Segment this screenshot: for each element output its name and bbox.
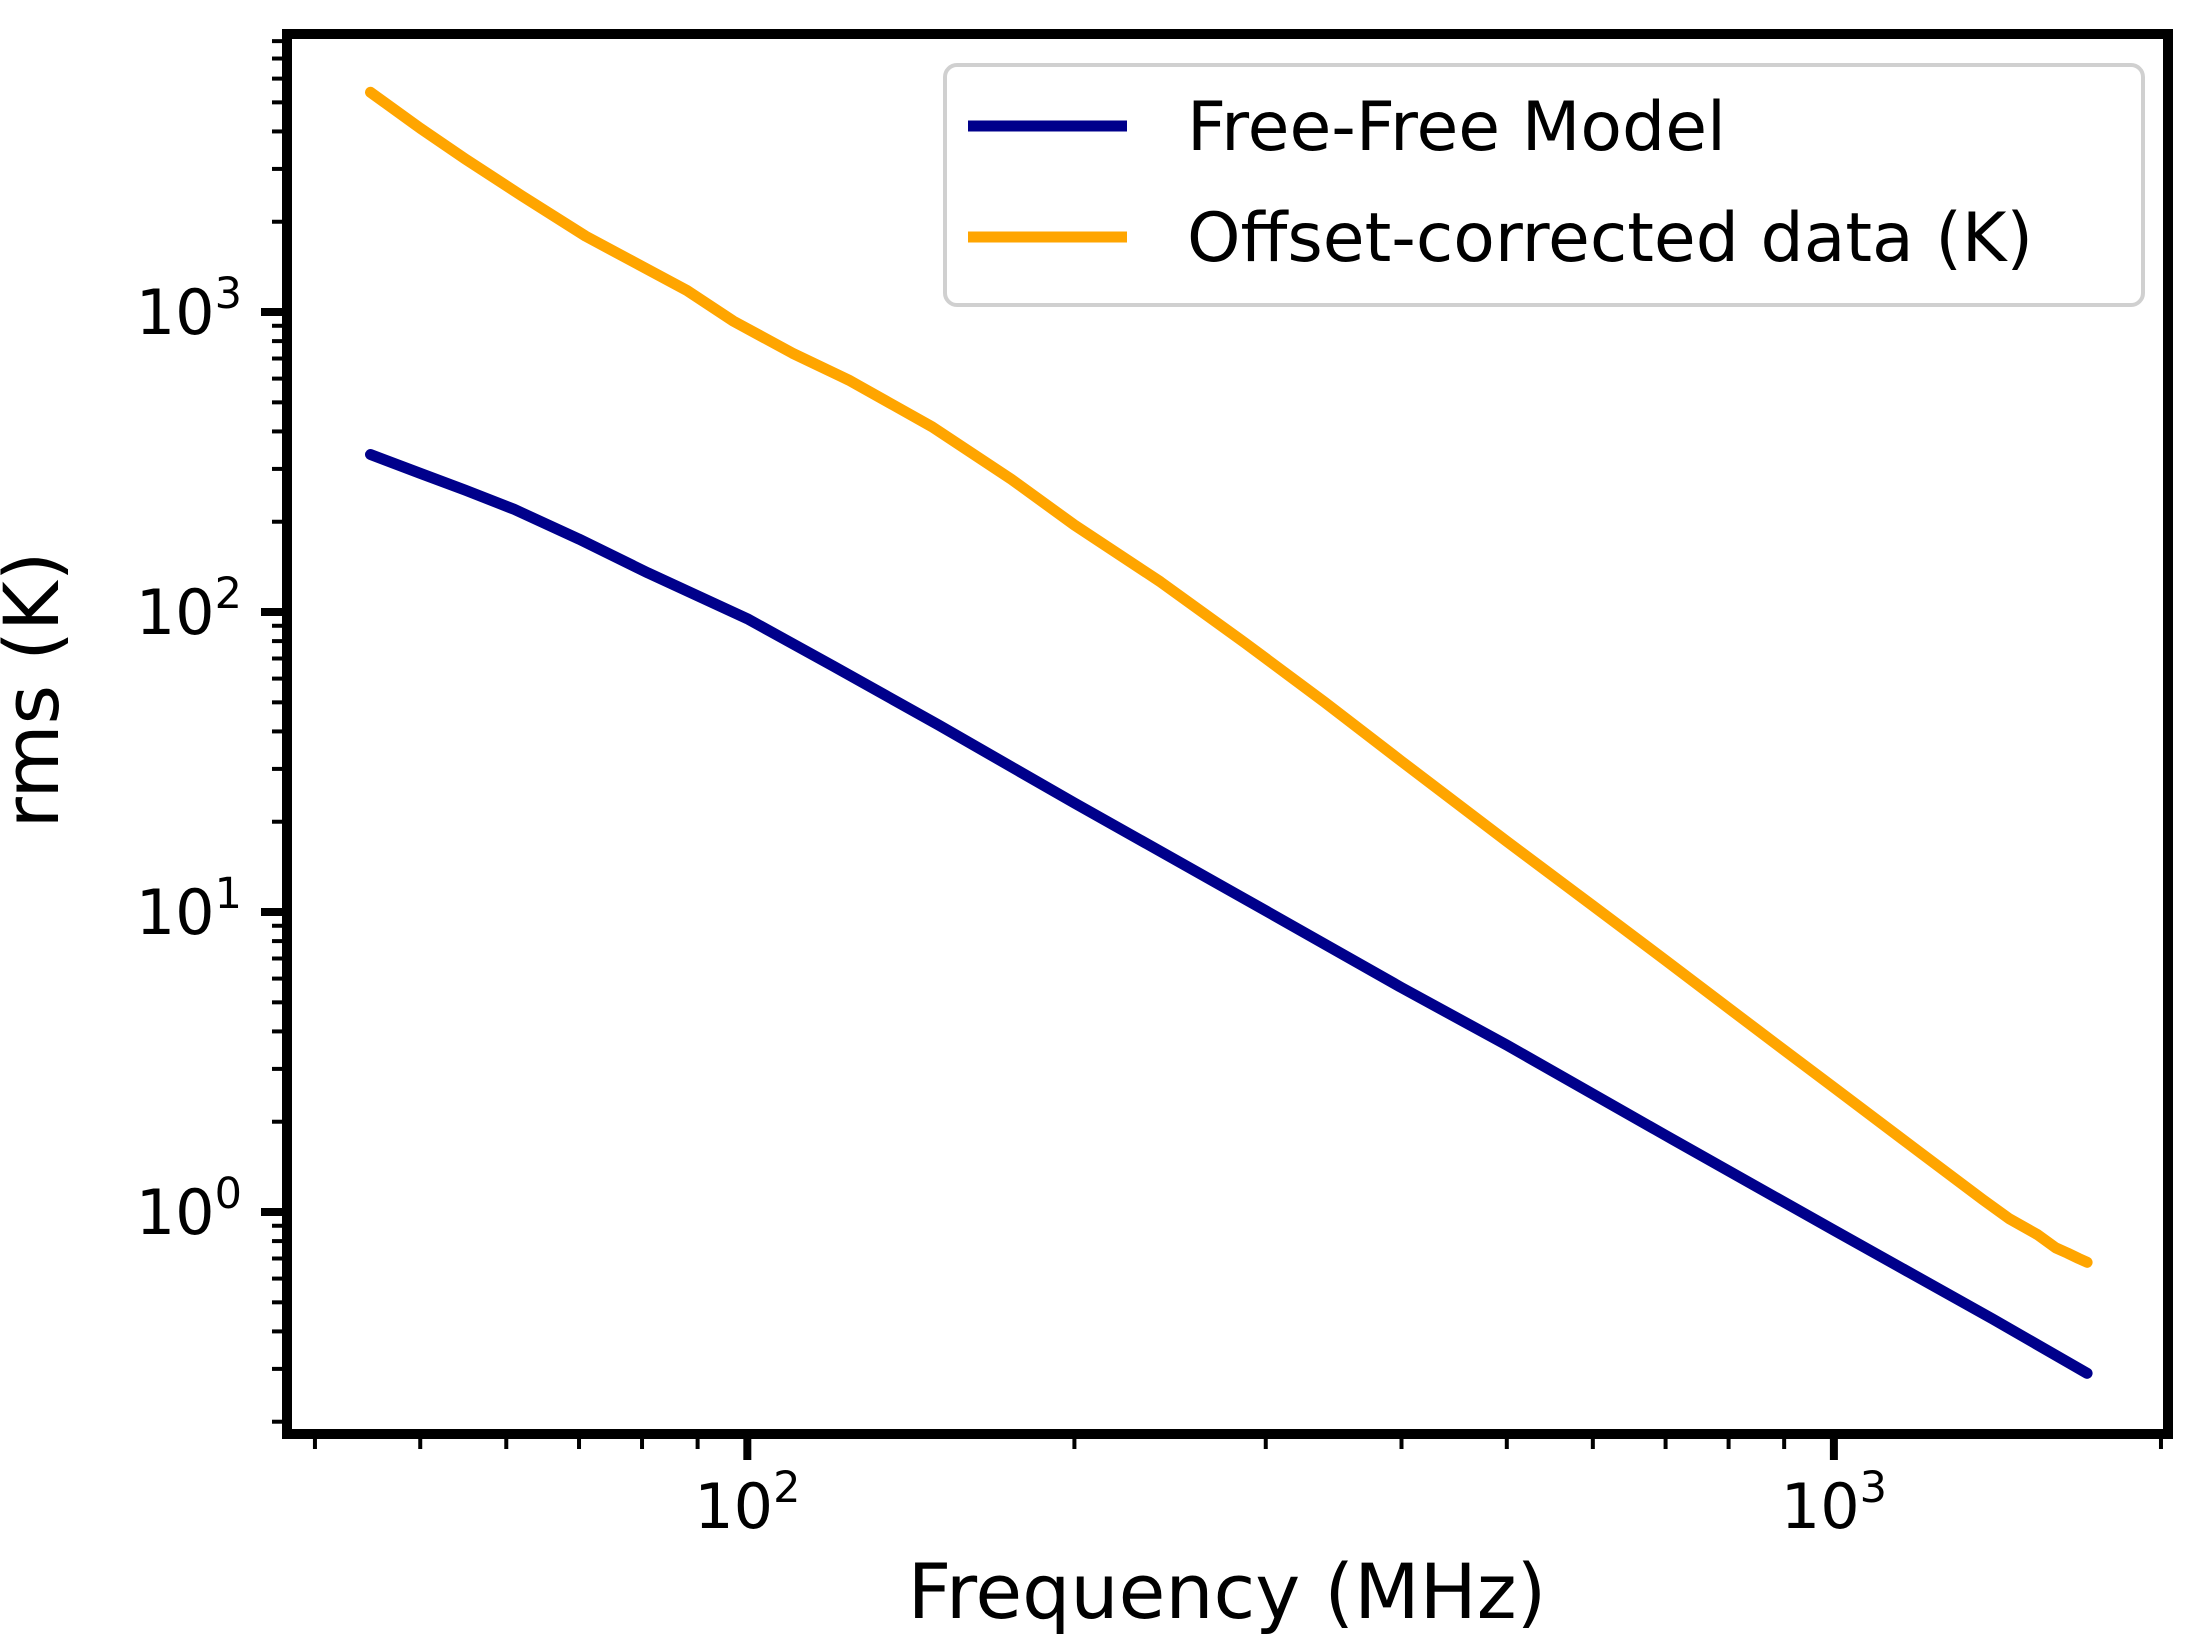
x-tick-label: 103	[1781, 1463, 1887, 1543]
x-axis-label: Frequency (MHz)	[908, 1547, 1547, 1636]
series-line-offset-corrected-data-k-	[365, 86, 2093, 1268]
y-axis-label: rms (K)	[0, 552, 76, 829]
legend-label: Offset-corrected data (K)	[1187, 199, 2033, 278]
legend-box	[943, 63, 2145, 307]
series-line-free-free-model	[365, 449, 2093, 1379]
y-tick-label: 103	[136, 269, 242, 349]
legend-label: Free-Free Model	[1187, 88, 1726, 167]
axes-spines	[282, 29, 2173, 1439]
y-tick-label: 101	[136, 869, 242, 949]
y-tick-label: 102	[136, 569, 242, 649]
y-tick-label: 100	[136, 1169, 242, 1249]
x-tick-label: 102	[694, 1463, 800, 1543]
